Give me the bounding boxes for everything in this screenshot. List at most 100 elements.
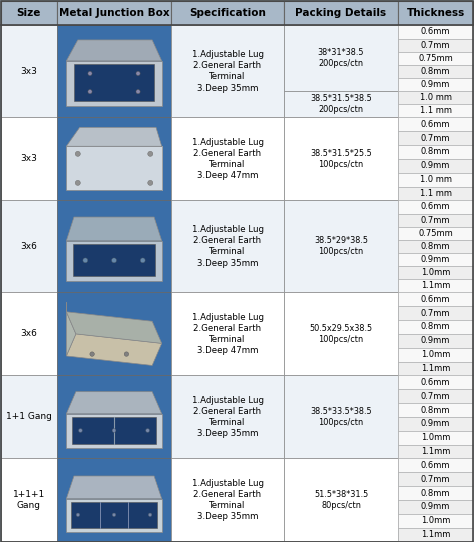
Bar — [398, 227, 474, 240]
Bar — [57, 118, 171, 201]
Polygon shape — [66, 241, 162, 281]
Bar — [284, 459, 398, 541]
Polygon shape — [66, 499, 162, 532]
Polygon shape — [66, 61, 162, 106]
Text: 51.5*38*31.5
80pcs/ctn: 51.5*38*31.5 80pcs/ctn — [314, 490, 368, 510]
Text: 0.9mm: 0.9mm — [421, 336, 450, 345]
Text: 1.0 mm: 1.0 mm — [419, 175, 452, 184]
Text: 38.5*31.5*25.5
100pcs/ctn: 38.5*31.5*25.5 100pcs/ctn — [310, 149, 372, 169]
Bar — [0, 25, 57, 118]
Bar — [398, 459, 474, 472]
Text: 0.6mm: 0.6mm — [421, 28, 450, 36]
Text: 0.7mm: 0.7mm — [421, 308, 450, 318]
Text: 0.6mm: 0.6mm — [421, 461, 450, 470]
Polygon shape — [66, 414, 162, 448]
Text: 1+1+1
Gang: 1+1+1 Gang — [13, 490, 45, 510]
Bar — [73, 244, 155, 276]
Circle shape — [136, 89, 140, 94]
Bar — [72, 417, 156, 444]
Circle shape — [112, 513, 116, 517]
Text: 0.8mm: 0.8mm — [421, 322, 450, 332]
Bar — [398, 186, 474, 201]
Circle shape — [112, 429, 116, 433]
Text: 38*31*38.5
200pcs/ctn: 38*31*38.5 200pcs/ctn — [318, 48, 365, 68]
Polygon shape — [66, 334, 162, 365]
Bar — [0, 376, 57, 459]
Text: 0.8mm: 0.8mm — [421, 147, 450, 157]
Polygon shape — [66, 476, 162, 499]
Text: 3x6: 3x6 — [20, 242, 37, 251]
Text: 0.75mm: 0.75mm — [418, 229, 453, 238]
Text: 1.0mm: 1.0mm — [421, 516, 450, 525]
Bar — [398, 292, 474, 306]
Bar — [398, 500, 474, 514]
Bar — [284, 376, 398, 459]
Text: 3x3: 3x3 — [20, 154, 37, 163]
Text: 38.5*29*38.5
100pcs/ctn: 38.5*29*38.5 100pcs/ctn — [314, 236, 368, 256]
Text: 0.75mm: 0.75mm — [418, 54, 453, 63]
Bar — [57, 292, 171, 376]
Circle shape — [75, 180, 80, 185]
Text: 0.6mm: 0.6mm — [421, 378, 450, 387]
Text: 0.7mm: 0.7mm — [421, 41, 450, 50]
Bar — [398, 417, 474, 431]
Text: 0.8mm: 0.8mm — [421, 488, 450, 498]
Bar — [0, 292, 57, 376]
Text: 3x6: 3x6 — [20, 330, 37, 338]
Polygon shape — [66, 40, 162, 61]
Text: 0.9mm: 0.9mm — [421, 502, 450, 512]
Bar — [171, 118, 284, 201]
Circle shape — [140, 258, 145, 263]
Bar — [398, 528, 474, 541]
Bar — [398, 240, 474, 253]
Text: 1.1mm: 1.1mm — [421, 281, 450, 291]
Text: 1.1mm: 1.1mm — [421, 447, 450, 456]
Text: 1.1 mm: 1.1 mm — [419, 106, 452, 115]
Bar — [398, 514, 474, 528]
Text: 1.1mm: 1.1mm — [421, 364, 450, 373]
Bar — [0, 118, 57, 201]
Bar — [71, 502, 157, 528]
Circle shape — [83, 258, 88, 263]
Text: Specification: Specification — [189, 8, 266, 18]
Bar — [398, 266, 474, 279]
Bar — [398, 78, 474, 91]
Circle shape — [79, 429, 82, 433]
Bar — [171, 201, 284, 292]
Text: 3x3: 3x3 — [20, 67, 37, 76]
Bar — [284, 292, 398, 376]
Polygon shape — [66, 302, 76, 356]
Text: 0.7mm: 0.7mm — [421, 216, 450, 224]
Polygon shape — [66, 312, 162, 343]
Bar — [0, 459, 57, 541]
Bar — [57, 459, 171, 541]
Bar — [398, 131, 474, 145]
Bar — [171, 25, 284, 118]
Text: Size: Size — [17, 8, 41, 18]
Text: 0.7mm: 0.7mm — [421, 475, 450, 483]
Bar — [398, 145, 474, 159]
Text: 1.1 mm: 1.1 mm — [419, 189, 452, 198]
Bar — [57, 25, 171, 118]
Text: 1.Adjustable Lug
2.General Earth
Terminal
3.Deep 35mm: 1.Adjustable Lug 2.General Earth Termina… — [191, 225, 264, 268]
Bar — [284, 1, 398, 25]
Bar — [398, 173, 474, 186]
Bar — [398, 472, 474, 486]
Bar — [398, 118, 474, 131]
Circle shape — [88, 72, 92, 75]
Polygon shape — [66, 146, 162, 190]
Bar — [398, 306, 474, 320]
Bar — [398, 279, 474, 292]
Polygon shape — [66, 127, 162, 146]
Text: 38.5*31.5*38.5
200pcs/ctn: 38.5*31.5*38.5 200pcs/ctn — [310, 94, 372, 114]
Text: 0.9mm: 0.9mm — [421, 162, 450, 170]
Text: 50.5x29.5x38.5
100pcs/ctn: 50.5x29.5x38.5 100pcs/ctn — [310, 324, 373, 344]
Bar — [398, 431, 474, 444]
Circle shape — [148, 513, 152, 517]
Bar — [398, 104, 474, 118]
Bar — [57, 1, 171, 25]
Bar — [171, 292, 284, 376]
Text: 1.0mm: 1.0mm — [421, 268, 450, 277]
Text: 0.9mm: 0.9mm — [421, 255, 450, 264]
Text: Metal Junction Box: Metal Junction Box — [59, 8, 169, 18]
